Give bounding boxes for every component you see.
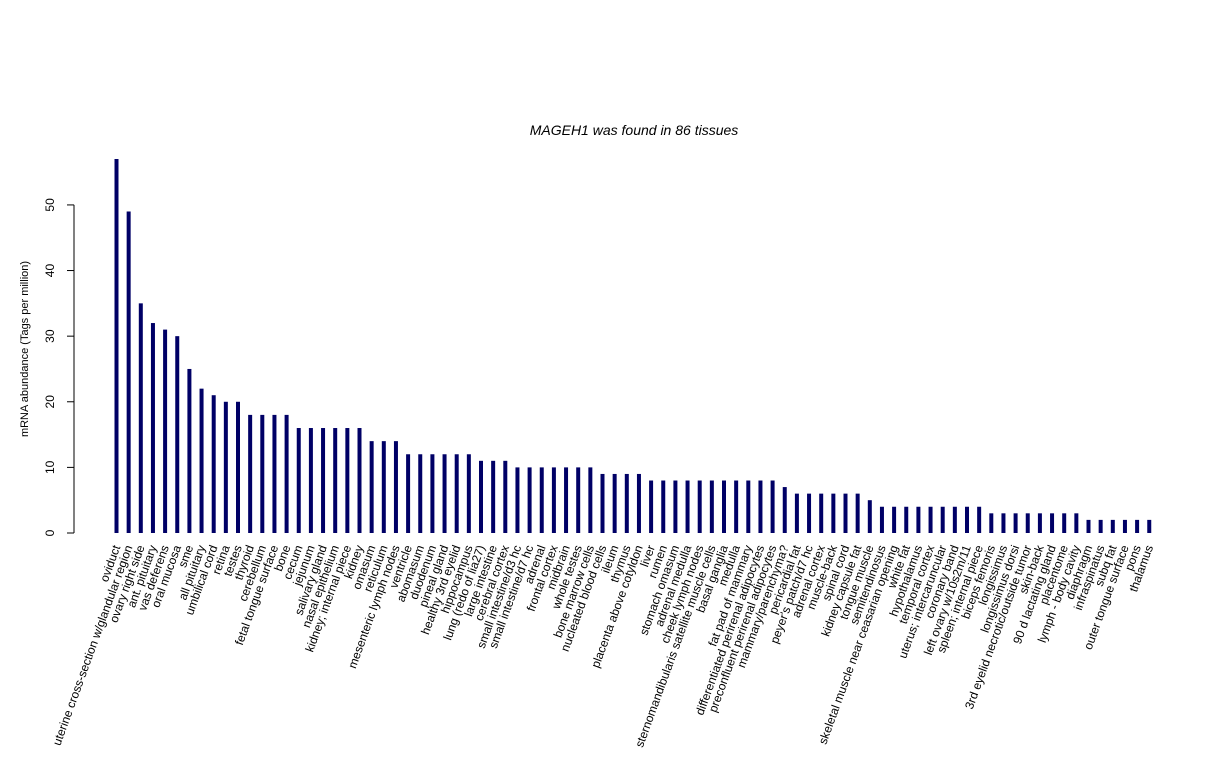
bar (369, 441, 374, 533)
bar (661, 480, 666, 533)
bar (758, 480, 763, 533)
bar (1122, 519, 1127, 533)
bar (940, 506, 945, 533)
bar (479, 460, 483, 533)
bar (892, 506, 897, 533)
bar (636, 473, 641, 533)
bar (345, 428, 350, 533)
bar (430, 454, 435, 533)
bar (965, 506, 969, 533)
chart-title: MAGEH1 was found in 86 tissues (530, 122, 739, 138)
bar (442, 454, 447, 533)
bar (236, 401, 240, 533)
bar (527, 467, 532, 533)
bar (928, 506, 933, 533)
bar (199, 388, 204, 533)
bar (551, 467, 556, 533)
bar (1050, 513, 1055, 533)
bar (1062, 513, 1067, 533)
bar (734, 480, 739, 533)
y-axis: 0 10 20 30 40 50 (43, 198, 75, 536)
bar (1098, 519, 1103, 533)
bar (1135, 519, 1140, 533)
bar (831, 493, 836, 533)
bar (503, 460, 508, 533)
bar (867, 500, 872, 533)
bar (539, 467, 544, 533)
y-tick-label: 40 (43, 264, 57, 278)
bar (1013, 513, 1018, 533)
bar (126, 211, 131, 534)
bar (1086, 519, 1091, 533)
y-tick-label: 50 (43, 198, 57, 212)
y-tick-label: 0 (43, 529, 57, 536)
bar (248, 414, 253, 533)
bar (600, 473, 605, 533)
bar (454, 454, 459, 533)
bar (576, 467, 581, 533)
bar (260, 414, 265, 533)
bar (564, 467, 569, 533)
bar (1025, 513, 1030, 533)
bar (406, 454, 411, 533)
bar (284, 414, 289, 533)
bar (150, 323, 155, 533)
bar (843, 493, 848, 533)
bar (1110, 519, 1115, 533)
bar (612, 473, 617, 533)
bar (977, 506, 982, 533)
y-tick-label: 10 (43, 460, 57, 474)
bar (333, 428, 338, 533)
bar (709, 480, 714, 533)
bar (673, 480, 678, 533)
bar (491, 460, 496, 533)
bar (770, 480, 775, 533)
bar (223, 401, 228, 533)
bar (114, 159, 119, 533)
bar (357, 428, 362, 533)
bar (138, 303, 143, 533)
bar (685, 480, 690, 533)
bar (1037, 513, 1042, 533)
bar (175, 336, 180, 533)
bar (1147, 519, 1152, 533)
bar (515, 467, 520, 533)
bar (296, 428, 301, 533)
bar (794, 493, 799, 533)
bar (855, 493, 860, 533)
y-axis-label: mRNA abundance (Tags per million) (19, 261, 31, 437)
bar (308, 428, 313, 533)
bar (1001, 513, 1006, 533)
bar (879, 506, 884, 533)
bar (722, 480, 726, 533)
bar (588, 467, 593, 533)
bar (272, 414, 277, 533)
bar (418, 454, 423, 533)
bar (187, 368, 192, 533)
bar (211, 395, 216, 533)
bar (1074, 513, 1079, 533)
y-tick-label: 30 (43, 329, 57, 343)
bar (782, 487, 787, 533)
bar (381, 441, 386, 533)
bar (746, 480, 751, 533)
bar (624, 473, 629, 533)
bar (163, 329, 168, 533)
bars-group (114, 159, 1152, 534)
bar (819, 493, 824, 533)
bar (697, 480, 702, 533)
bar (807, 493, 812, 533)
bar (989, 513, 994, 533)
bar (904, 506, 909, 533)
bar (466, 454, 471, 533)
bar (952, 506, 957, 533)
bar (916, 506, 921, 533)
bar (393, 441, 398, 533)
y-tick-label: 20 (43, 395, 57, 409)
bar (649, 480, 654, 533)
bar (321, 428, 326, 533)
